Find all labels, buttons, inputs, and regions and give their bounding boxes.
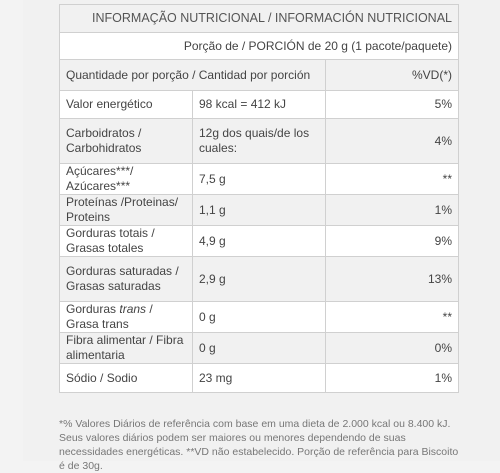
- table-row: Gorduras trans / Grasa trans 0 g **: [59, 301, 459, 333]
- nutrition-facts-table: INFORMAÇÃO NUTRICIONAL / INFORMACIÓN NUT…: [59, 4, 459, 393]
- nutrient-amount: 0 g: [192, 301, 326, 333]
- nutrient-vd: 1%: [325, 363, 459, 393]
- label-suffix: / Grasa trans: [66, 302, 153, 331]
- portion-size: Porção de / PORCIÓN de 20 g (1 pacote/pa…: [59, 32, 459, 60]
- nutrient-vd: **: [325, 163, 459, 195]
- footnote: *% Valores Diários de referência com bas…: [59, 418, 459, 472]
- table-row: Sódio / Sodio 23 mg 1%: [59, 363, 459, 393]
- nutrient-label: Carboidratos / Carbohidratos: [59, 118, 193, 164]
- nutrient-label: Açúcares***/ Azúcares***: [59, 163, 193, 195]
- nutrient-amount: 12g dos quais/de los cuales:: [192, 118, 326, 164]
- nutrient-label: Valor energético: [59, 90, 193, 119]
- nutrient-vd: 13%: [325, 256, 459, 302]
- nutrient-label: Gorduras totais / Grasas totales: [59, 225, 193, 257]
- nutrient-amount: 7,5 g: [192, 163, 326, 195]
- nutrient-amount: 98 kcal = 412 kJ: [192, 90, 326, 119]
- nutrient-amount: 23 mg: [192, 363, 326, 393]
- nutrient-amount: 2,9 g: [192, 256, 326, 302]
- nutrient-amount: 1,1 g: [192, 194, 326, 226]
- nutrient-label: Gorduras trans / Grasa trans: [59, 301, 193, 333]
- nutrient-label: Proteínas /Proteinas/ Proteins: [59, 194, 193, 226]
- header-row: Quantidade por porção / Cantidad por por…: [59, 59, 459, 91]
- table-row: Valor energético 98 kcal = 412 kJ 5%: [59, 90, 459, 119]
- nutrient-label: Gorduras saturadas / Grasas saturadas: [59, 256, 193, 302]
- nutrient-amount: 4,9 g: [192, 225, 326, 257]
- table-row: Fibra alimentar / Fibra alimentaria 0 g …: [59, 332, 459, 364]
- table-row: Gorduras saturadas / Grasas saturadas 2,…: [59, 256, 459, 302]
- nutrient-vd: 9%: [325, 225, 459, 257]
- nutrient-amount: 0 g: [192, 332, 326, 364]
- portion-row: Porção de / PORCIÓN de 20 g (1 pacote/pa…: [59, 32, 459, 60]
- quantity-header: Quantidade por porção / Cantidad por por…: [59, 59, 326, 91]
- table-title-row: INFORMAÇÃO NUTRICIONAL / INFORMACIÓN NUT…: [59, 4, 459, 33]
- table-row: Açúcares***/ Azúcares*** 7,5 g **: [59, 163, 459, 195]
- table-row: Carboidratos / Carbohidratos 12g dos qua…: [59, 118, 459, 164]
- nutrient-label: Sódio / Sodio: [59, 363, 193, 393]
- vd-header: %VD(*): [325, 59, 459, 91]
- table-title: INFORMAÇÃO NUTRICIONAL / INFORMACIÓN NUT…: [59, 4, 459, 33]
- nutrient-vd: 5%: [325, 90, 459, 119]
- nutrient-vd: 4%: [325, 118, 459, 164]
- table-row: Gorduras totais / Grasas totales 4,9 g 9…: [59, 225, 459, 257]
- nutrient-vd: 0%: [325, 332, 459, 364]
- nutrient-vd: 1%: [325, 194, 459, 226]
- nutrient-label: Fibra alimentar / Fibra alimentaria: [59, 332, 193, 364]
- label-prefix: Gorduras: [66, 302, 120, 316]
- label-italic: trans: [119, 302, 147, 316]
- table-row: Proteínas /Proteinas/ Proteins 1,1 g 1%: [59, 194, 459, 226]
- nutrient-vd: **: [325, 301, 459, 333]
